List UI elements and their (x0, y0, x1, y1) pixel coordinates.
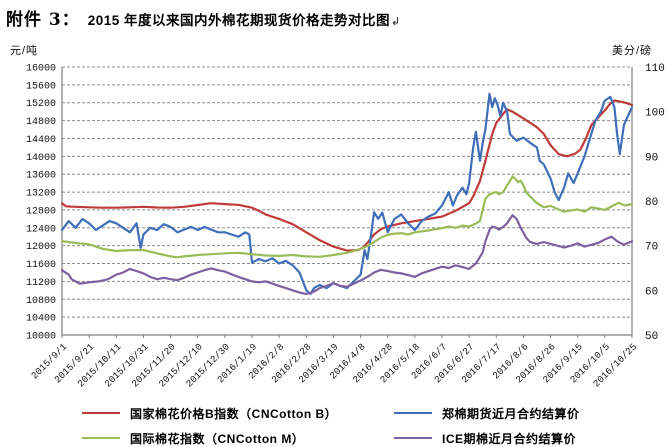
right-axis-unit-label: 美分/磅 (612, 45, 653, 57)
legend-label-cncotton-m-index: 国际棉花指数（CNCotton M） (130, 431, 305, 446)
zce-cotton-futures-line (60, 92, 634, 295)
page-title: 2015 年度以来国内外棉花期现货价格走势对比图 (87, 13, 391, 28)
legend-item-zce-cotton-futures: 郑棉期货近月合约结算价 (394, 404, 580, 422)
attachment-label: 附件 3： (6, 10, 80, 30)
y-axis-tick-label-right: 70 (645, 242, 658, 254)
y-axis-tick-label-left: 14400 (26, 135, 56, 146)
y-axis-tick-label-left: 12800 (26, 206, 56, 217)
y-axis-tick-label-right: 50 (645, 331, 658, 343)
y-axis-tick-label-left: 12000 (26, 242, 56, 253)
y-axis-tick-label-right: 90 (645, 152, 658, 164)
y-axis-tick-label-left: 14000 (26, 153, 56, 164)
cncotton-m-index-line (60, 175, 634, 259)
y-axis-tick-label-left: 10800 (26, 296, 56, 307)
y-axis-tick-label-right: 110 (645, 63, 665, 75)
y-axis-tick-label-left: 11600 (26, 260, 56, 271)
legend-item-ice-cotton-futures: ICE期棉近月合约结算价 (394, 429, 580, 447)
y-axis-tick-label-left: 12400 (26, 224, 56, 235)
legend-item-cncotton-b-index: 国家棉花价格B指数（CNCotton B） (82, 404, 394, 422)
chart-legend: 国家棉花价格B指数（CNCotton B） 郑棉期货近月合约结算价国际棉花指数（C… (82, 404, 580, 447)
y-axis-tick-label-left: 14800 (26, 117, 56, 128)
y-axis-tick-label-right: 80 (645, 197, 658, 209)
document-heading: 附件 3： 2015 年度以来国内外棉花期现货价格走势对比图 ↲ (6, 5, 400, 30)
legend-swatch-zce-cotton-futures (394, 412, 432, 414)
legend-item-cncotton-m-index: 国际棉花指数（CNCotton M） (82, 429, 394, 447)
y-axis-tick-label-left: 15600 (26, 81, 56, 92)
ice-cotton-futures-line (60, 214, 634, 295)
legend-swatch-ice-cotton-futures (394, 437, 432, 439)
price-comparison-chart: 10000 10400 10800 11200 11600 12000 12400 12800… (26, 63, 665, 389)
y-axis-tick-label-left: 15200 (26, 99, 56, 110)
paragraph-return-mark: ↲ (391, 16, 401, 28)
legend-swatch-cncotton-m-index (82, 437, 120, 439)
y-axis-tick-label-left: 10000 (26, 332, 56, 343)
y-axis-tick-label-right: 100 (645, 108, 665, 120)
legend-label-ice-cotton-futures: ICE期棉近月合约结算价 (442, 431, 577, 446)
left-axis-unit-label: 元/吨 (10, 45, 39, 57)
y-axis-tick-label-left: 10400 (26, 314, 56, 325)
y-axis-tick-label-left: 13200 (26, 189, 56, 200)
y-axis-tick-label-left: 16000 (26, 64, 56, 75)
y-axis-tick-label-right: 60 (645, 286, 658, 298)
legend-label-cncotton-b-index: 国家棉花价格B指数（CNCotton B） (130, 406, 338, 421)
legend-label-zce-cotton-futures: 郑棉期货近月合约结算价 (442, 406, 580, 421)
legend-swatch-cncotton-b-index (82, 412, 120, 414)
y-axis-tick-label-left: 13600 (26, 171, 56, 182)
y-axis-tick-label-left: 11200 (26, 278, 56, 289)
